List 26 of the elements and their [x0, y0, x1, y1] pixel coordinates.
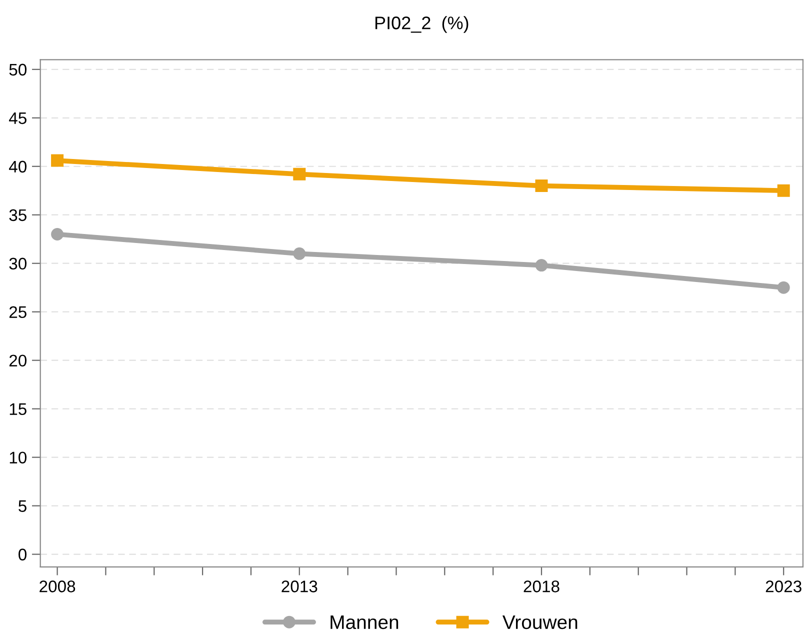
x-tick-label: 2013: [282, 580, 318, 592]
y-tick-label: 30: [9, 258, 27, 270]
y-tick-label: 50: [9, 64, 27, 76]
point: [777, 184, 790, 197]
y-tick-label: 40: [9, 160, 27, 173]
point: [293, 168, 306, 180]
y-tick-label: 0: [18, 548, 27, 560]
chart-title: PI02_2 (%): [375, 16, 468, 33]
point: [535, 180, 548, 192]
y-tick-label: 5: [18, 500, 26, 512]
point: [51, 154, 64, 167]
y-tick-label: 45: [9, 112, 26, 124]
y-tick-label: 25: [9, 306, 26, 318]
y-tick-label: 10: [10, 452, 27, 464]
point: [777, 281, 790, 294]
point: [535, 259, 548, 272]
y-tick-label: 35: [9, 209, 26, 222]
point: [51, 228, 64, 241]
point: [293, 247, 306, 260]
x-tick-label: 2018: [524, 580, 560, 592]
legend-label: Mannen: [330, 616, 398, 630]
x-tick-label: 2008: [40, 580, 76, 592]
x-tick-label: 2023: [766, 580, 802, 592]
legend-label: Vrouwen: [502, 616, 578, 630]
y-tick-label: 15: [10, 403, 26, 416]
y-tick-label: 20: [9, 354, 27, 367]
